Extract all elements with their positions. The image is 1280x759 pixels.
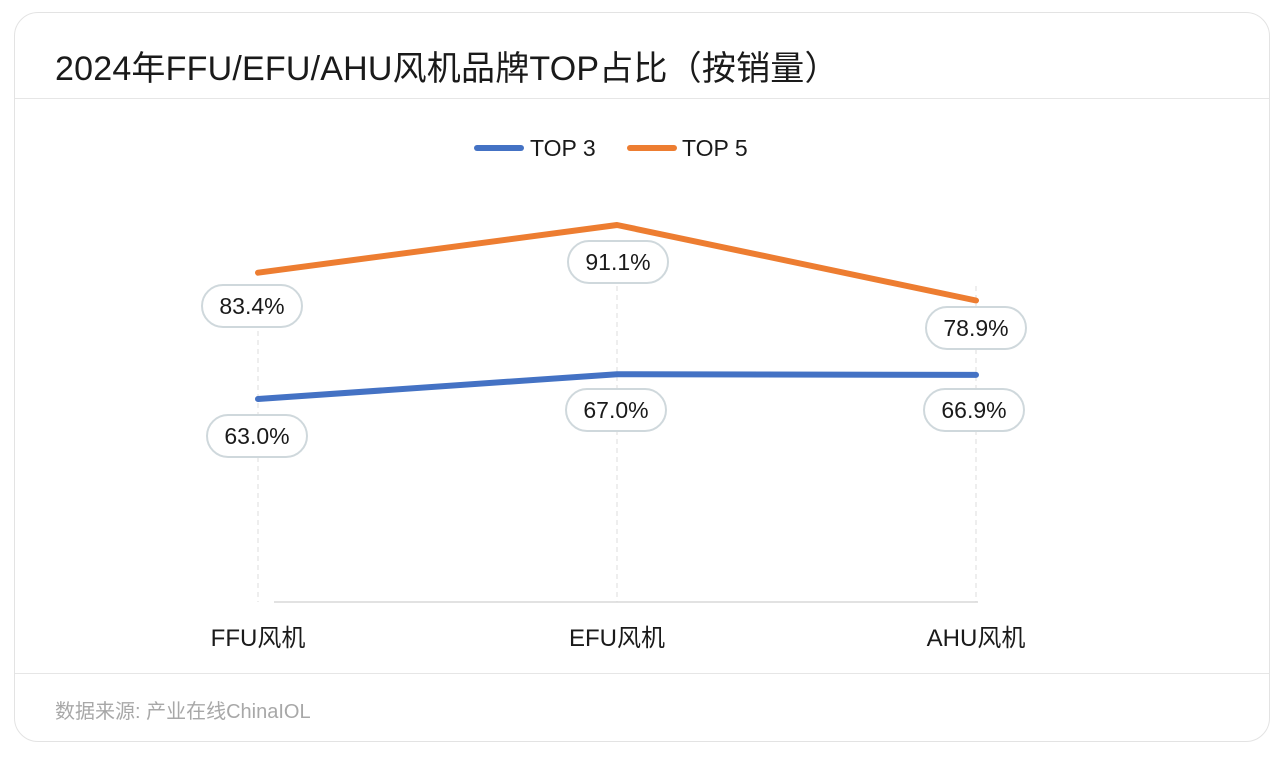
data-label: 78.9% [943,315,1008,341]
data-label: 67.0% [583,397,648,423]
legend-label: TOP 5 [682,135,748,161]
data-label-box [923,388,1025,432]
source-note: 数据来源: 产业在线ChinaIOL [55,701,311,723]
x-tick-label: FFU风机 [211,625,306,652]
x-tick-label: AHU风机 [927,625,1026,652]
data-label-box [567,240,669,284]
series-line-top5 [255,222,979,304]
title-divider [15,98,1269,99]
data-label-box [201,284,303,328]
series-line-top3 [255,371,979,402]
data-label: 63.0% [224,423,289,449]
data-label-box [206,414,308,458]
x-tick-label: EFU风机 [569,625,665,652]
data-label: 66.9% [941,397,1006,423]
data-label-box [565,388,667,432]
data-label: 91.1% [585,249,650,275]
footer-divider [15,673,1269,674]
data-label: 83.4% [219,293,284,319]
chart-title: 2024年FFU/EFU/AHU风机品牌TOP占比（按销量） [55,50,839,88]
data-label-box [925,306,1027,350]
legend-label: TOP 3 [530,135,596,161]
